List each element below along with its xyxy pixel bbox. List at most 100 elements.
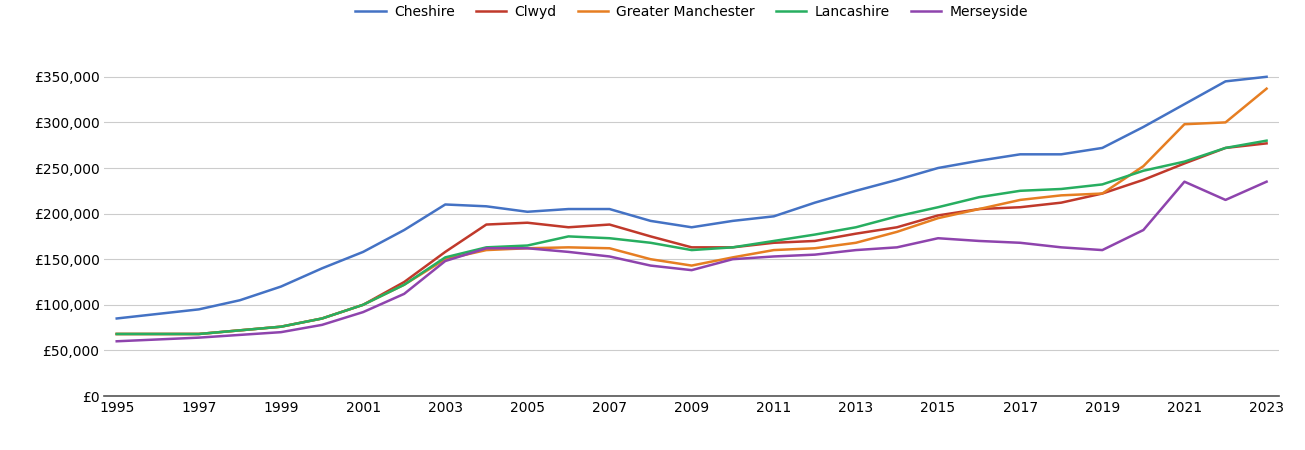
Cheshire (1095, 145, 1111, 151)
Cheshire (1259, 74, 1275, 80)
Merseyside (397, 291, 412, 297)
Merseyside (355, 310, 371, 315)
Merseyside (1053, 245, 1069, 250)
Greater Manchester (519, 246, 535, 251)
Lancashire (1053, 186, 1069, 192)
Cheshire (315, 266, 330, 271)
Greater Manchester (766, 248, 782, 253)
Cheshire (1135, 124, 1151, 130)
Greater Manchester (355, 302, 371, 307)
Lancashire (1013, 188, 1028, 194)
Greater Manchester (1259, 86, 1275, 91)
Cheshire (1177, 101, 1193, 107)
Clwyd (1013, 204, 1028, 210)
Clwyd (437, 249, 453, 255)
Merseyside (437, 258, 453, 264)
Lancashire (232, 328, 248, 333)
Merseyside (519, 246, 535, 251)
Clwyd (191, 331, 206, 337)
Lancashire (561, 234, 577, 239)
Merseyside (108, 338, 124, 344)
Clwyd (971, 207, 987, 212)
Clwyd (602, 222, 617, 227)
Greater Manchester (643, 256, 659, 262)
Greater Manchester (561, 245, 577, 250)
Cheshire (930, 165, 946, 171)
Cheshire (684, 225, 699, 230)
Greater Manchester (479, 248, 495, 253)
Clwyd (1053, 200, 1069, 205)
Greater Manchester (1013, 197, 1028, 202)
Merseyside (602, 254, 617, 259)
Lancashire (1177, 159, 1193, 164)
Cheshire (108, 316, 124, 321)
Lancashire (1095, 182, 1111, 187)
Greater Manchester (1053, 193, 1069, 198)
Lancashire (930, 204, 946, 210)
Cheshire (724, 218, 740, 224)
Merseyside (684, 267, 699, 273)
Merseyside (1177, 179, 1193, 184)
Cheshire (191, 306, 206, 312)
Cheshire (1013, 152, 1028, 157)
Merseyside (889, 245, 904, 250)
Cheshire (519, 209, 535, 215)
Greater Manchester (889, 229, 904, 234)
Cheshire (971, 158, 987, 163)
Clwyd (519, 220, 535, 225)
Clwyd (1177, 161, 1193, 166)
Merseyside (930, 235, 946, 241)
Merseyside (1259, 179, 1275, 184)
Greater Manchester (315, 316, 330, 321)
Lancashire (315, 316, 330, 321)
Greater Manchester (1135, 163, 1151, 169)
Clwyd (397, 279, 412, 285)
Merseyside (1218, 197, 1233, 202)
Lancashire (848, 225, 864, 230)
Clwyd (1095, 191, 1111, 196)
Greater Manchester (232, 328, 248, 333)
Cheshire (150, 311, 166, 317)
Clwyd (315, 316, 330, 321)
Cheshire (1053, 152, 1069, 157)
Merseyside (1135, 227, 1151, 233)
Greater Manchester (273, 324, 288, 329)
Clwyd (930, 213, 946, 218)
Clwyd (848, 231, 864, 236)
Merseyside (479, 246, 495, 251)
Lancashire (602, 235, 617, 241)
Greater Manchester (191, 331, 206, 337)
Merseyside (232, 332, 248, 338)
Clwyd (479, 222, 495, 227)
Merseyside (315, 322, 330, 328)
Lancashire (1135, 168, 1151, 173)
Cheshire (848, 188, 864, 194)
Lancashire (1259, 138, 1275, 144)
Clwyd (806, 238, 822, 243)
Lancashire (971, 194, 987, 200)
Line: Greater Manchester: Greater Manchester (116, 89, 1267, 334)
Lancashire (108, 331, 124, 337)
Cheshire (766, 214, 782, 219)
Lancashire (889, 214, 904, 219)
Line: Cheshire: Cheshire (116, 77, 1267, 319)
Cheshire (273, 284, 288, 289)
Lancashire (437, 255, 453, 260)
Cheshire (806, 200, 822, 205)
Merseyside (724, 256, 740, 262)
Greater Manchester (971, 207, 987, 212)
Merseyside (1095, 248, 1111, 253)
Clwyd (1135, 177, 1151, 183)
Cheshire (602, 207, 617, 212)
Merseyside (273, 329, 288, 335)
Greater Manchester (397, 282, 412, 288)
Merseyside (643, 263, 659, 268)
Merseyside (806, 252, 822, 257)
Clwyd (684, 245, 699, 250)
Clwyd (643, 234, 659, 239)
Greater Manchester (437, 256, 453, 262)
Line: Clwyd: Clwyd (116, 144, 1267, 334)
Merseyside (971, 238, 987, 243)
Clwyd (561, 225, 577, 230)
Cheshire (437, 202, 453, 207)
